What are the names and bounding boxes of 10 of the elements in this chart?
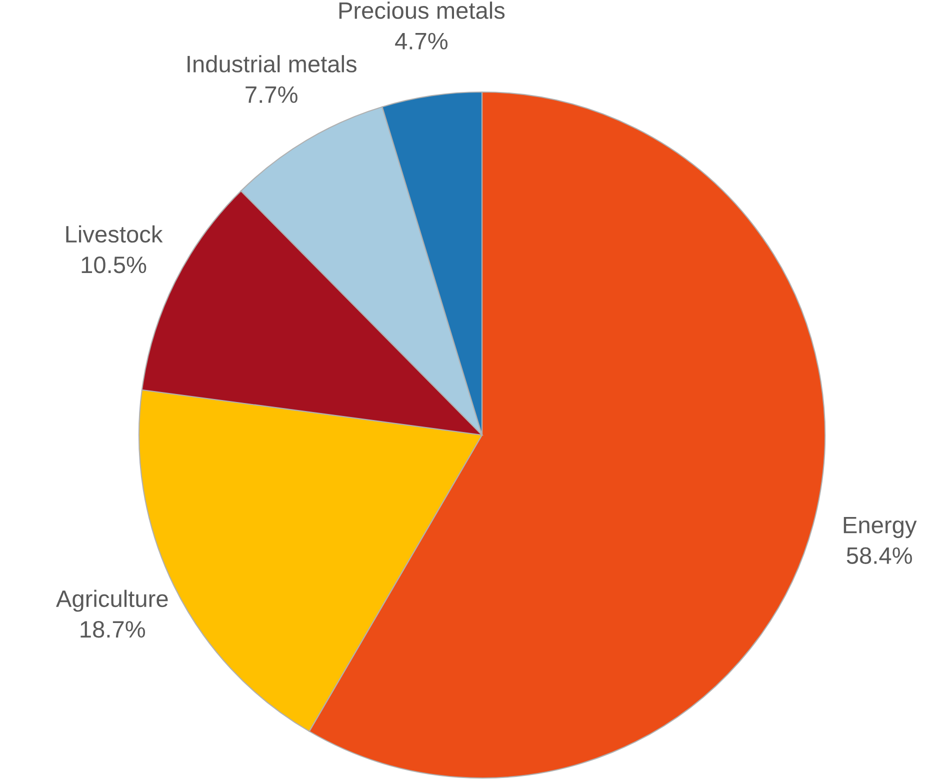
data-label: 58.4% — [846, 547, 912, 564]
data-label: 4.7% — [395, 32, 448, 50]
slice-label: Industrial metals — [188, 55, 356, 72]
slice-label: Energy — [844, 516, 917, 538]
slice-label: Agriculture — [56, 590, 168, 612]
data-label: 18.7% — [80, 620, 146, 638]
slice-label: Precious metals — [339, 2, 505, 19]
data-label: 7.7% — [246, 86, 298, 103]
slice-label: Livestock — [66, 225, 163, 243]
data-label: 10.5% — [82, 256, 146, 274]
